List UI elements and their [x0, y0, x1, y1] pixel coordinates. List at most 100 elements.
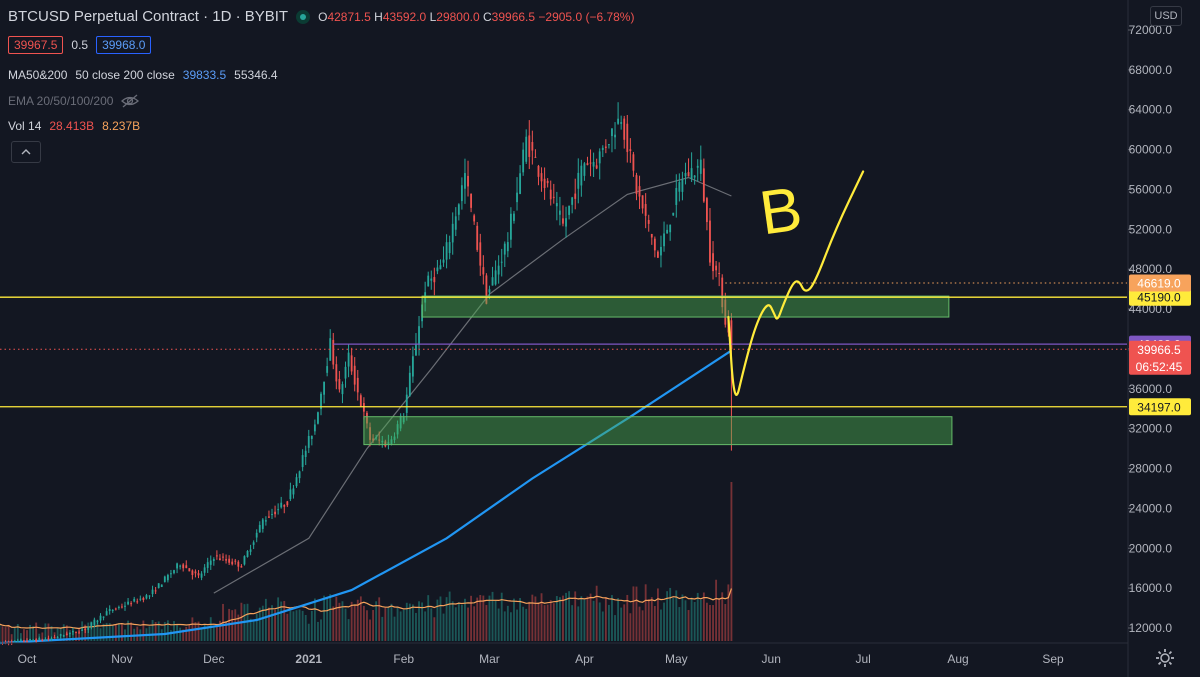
- volume-bar: [574, 591, 577, 641]
- volume-bar: [644, 584, 647, 641]
- candle-body: [555, 203, 558, 207]
- candle-body: [650, 233, 653, 238]
- collapse-legend-button[interactable]: [11, 141, 41, 163]
- volume-bar: [32, 626, 35, 641]
- volume-bar: [718, 598, 721, 641]
- candle-body: [32, 640, 35, 642]
- volume-bar: [200, 628, 203, 641]
- volume-bar: [442, 613, 445, 641]
- drawing-letter-b[interactable]: B: [756, 174, 807, 248]
- volume-bar: [418, 601, 420, 641]
- gear-icon[interactable]: [1155, 648, 1175, 668]
- candle-body: [130, 603, 133, 605]
- y-tick-label: 60000.0: [1129, 143, 1173, 157]
- open-value: 42871.5: [327, 9, 371, 24]
- volume-bar: [188, 623, 191, 641]
- candle-body: [99, 615, 102, 621]
- volume-bar: [292, 611, 295, 641]
- volume-bar: [675, 590, 678, 641]
- volume-bar: [626, 594, 629, 641]
- high-value: 43592.0: [382, 9, 427, 24]
- candle-body: [442, 259, 445, 263]
- volume-bar: [721, 592, 724, 641]
- candle-body: [669, 224, 672, 233]
- volume-bar: [638, 606, 641, 641]
- candle-body: [724, 299, 727, 325]
- candle-body: [283, 505, 286, 507]
- time-axis[interactable]: Oct Nov Dec 2021 Feb Mar Apr May Jun Jul Aug Sep: [0, 642, 1128, 666]
- volume-bar: [317, 621, 319, 641]
- volume-bar: [653, 606, 656, 641]
- volume-bar: [479, 594, 482, 641]
- candle-body: [702, 168, 705, 202]
- candle-body: [13, 640, 16, 642]
- volume-bar: [424, 611, 427, 641]
- ma-value-1: 39833.5: [182, 68, 227, 82]
- candle-body: [289, 489, 292, 500]
- candle-body: [93, 619, 96, 625]
- volume-bar: [16, 624, 19, 641]
- candle-body: [35, 639, 38, 642]
- buy-price-button[interactable]: 39968.0: [96, 36, 152, 54]
- volume-ma-line: [0, 588, 732, 630]
- candle-body: [715, 265, 718, 271]
- volume-bar: [326, 597, 329, 641]
- volume-bar: [476, 597, 479, 641]
- candle-body: [445, 242, 448, 260]
- volume-bars-group: [0, 482, 733, 641]
- ema-legend[interactable]: EMA 20/50/100/200: [8, 94, 140, 108]
- volume-bar: [641, 610, 644, 641]
- volume-bar: [669, 587, 672, 641]
- candle-body: [185, 565, 188, 568]
- volume-legend[interactable]: Vol 14 28.413B 8.237B: [8, 119, 140, 133]
- volume-bar: [280, 601, 283, 641]
- volume-bar: [99, 628, 102, 641]
- ma-title: MA50&200: [8, 68, 68, 82]
- x-tick-label: Feb: [393, 652, 414, 666]
- volume-bar: [623, 604, 626, 641]
- x-tick-label: May: [665, 652, 688, 666]
- drawing-line: [727, 170, 865, 396]
- candle-body: [675, 187, 678, 205]
- freehand-drawing-group[interactable]: B: [727, 170, 865, 396]
- candle-body: [136, 601, 139, 603]
- candle-body: [537, 165, 540, 177]
- candle-body: [448, 242, 451, 254]
- chevron-up-icon: [21, 149, 31, 155]
- candle-body: [206, 562, 209, 568]
- volume-bar: [237, 614, 240, 641]
- candle-body: [629, 149, 632, 151]
- candle-body: [62, 635, 65, 637]
- volume-bar: [715, 579, 718, 641]
- candle-body: [580, 165, 583, 186]
- volume-bar: [473, 606, 476, 641]
- candle-body: [301, 455, 304, 468]
- volume-bar: [212, 627, 215, 641]
- volume-bar: [415, 612, 417, 641]
- x-tick-label: 2021: [295, 652, 322, 666]
- candle-body: [307, 436, 310, 448]
- ma-legend[interactable]: MA50&200 50 close 200 close 39833.5 5534…: [8, 68, 278, 82]
- price-badge-label: 46619.0: [1137, 276, 1181, 290]
- candle-body: [108, 609, 111, 611]
- symbol-title[interactable]: BTCUSD Perpetual Contract · 1D · BYBIT: [8, 8, 289, 25]
- candle-body: [500, 261, 503, 263]
- candle-body: [341, 384, 344, 395]
- candle-body: [23, 640, 25, 642]
- volume-bar: [111, 625, 114, 641]
- ema-title: EMA 20/50/100/200: [8, 94, 114, 108]
- candle-body: [531, 141, 534, 151]
- candle-body: [7, 641, 10, 644]
- sell-price-button[interactable]: 39967.5: [8, 36, 64, 54]
- candle-body: [641, 195, 644, 209]
- candle-body: [656, 251, 659, 258]
- candle-body: [611, 128, 613, 137]
- currency-button[interactable]: USD: [1150, 6, 1182, 26]
- volume-bar: [151, 620, 154, 641]
- eye-hidden-icon[interactable]: [121, 94, 140, 108]
- candle-body: [693, 175, 696, 178]
- candle-body: [660, 246, 662, 256]
- candle-body: [114, 608, 117, 610]
- support-zone-group[interactable]: [363, 295, 953, 446]
